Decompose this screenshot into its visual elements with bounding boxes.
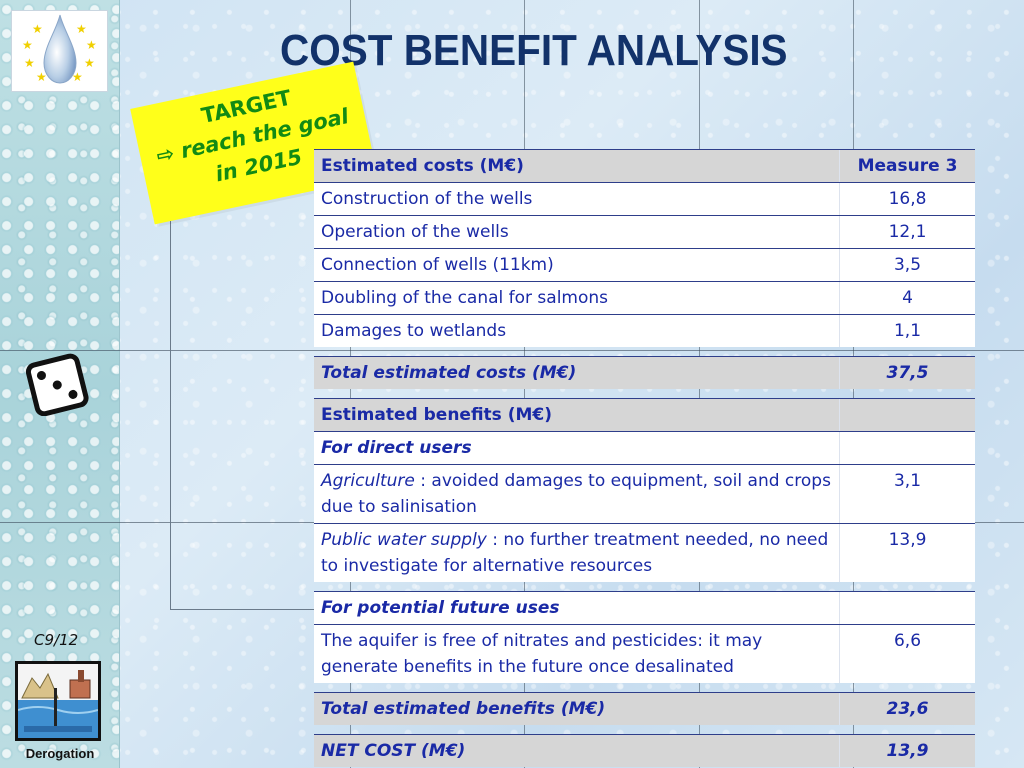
benefits-header-label: Estimated benefits (M€) xyxy=(321,405,552,425)
water-supply-text: : no further treatment needed, no need t… xyxy=(321,530,829,576)
derogation-picture xyxy=(17,664,99,738)
agriculture-term: Agriculture xyxy=(321,471,415,491)
direct-users-label: For direct users xyxy=(321,438,472,458)
svg-text:★: ★ xyxy=(36,70,47,84)
cost-value: 3,5 xyxy=(839,249,975,281)
net-cost-row: NET COST (M€) 13,9 xyxy=(314,734,975,767)
cost-value: 1,1 xyxy=(839,315,975,347)
water-supply-term: Public water supply xyxy=(321,530,487,550)
cost-value: 4 xyxy=(839,282,975,314)
net-cost-value: 13,9 xyxy=(839,735,975,767)
cost-label: Connection of wells (11km) xyxy=(321,255,554,275)
derogation-landscape-icon xyxy=(15,661,101,741)
svg-text:★: ★ xyxy=(76,22,87,36)
derogation-label: Derogation xyxy=(25,746,95,761)
table-row: Agriculture : avoided damages to equipme… xyxy=(314,464,975,523)
table-row: Doubling of the canal for salmons 4 xyxy=(314,281,975,314)
table-row: Damages to wetlands 1,1 xyxy=(314,314,975,347)
svg-text:★: ★ xyxy=(72,70,83,84)
svg-text:★: ★ xyxy=(86,38,97,52)
dice-icon xyxy=(25,353,89,416)
cost-label: Damages to wetlands xyxy=(321,321,507,341)
eu-water-logo: ★ ★ ★ ★ ★ ★ ★ ★ xyxy=(11,10,108,92)
table-row: Connection of wells (11km) 3,5 xyxy=(314,248,975,281)
water-drop-eu-stars-icon: ★ ★ ★ ★ ★ ★ ★ ★ xyxy=(22,14,97,84)
aquifer-value: 6,6 xyxy=(839,625,975,683)
agriculture-text: : avoided damages to equipment, soil and… xyxy=(321,471,831,517)
svg-text:★: ★ xyxy=(84,56,95,70)
svg-text:★: ★ xyxy=(22,38,33,52)
cost-label: Operation of the wells xyxy=(321,222,509,242)
table-row: Operation of the wells 12,1 xyxy=(314,215,975,248)
water-supply-description: Public water supply : no further treatme… xyxy=(314,524,839,582)
grid-line xyxy=(0,350,1024,351)
bracket-line xyxy=(170,195,320,610)
water-supply-value: 13,9 xyxy=(839,524,975,582)
agriculture-value: 3,1 xyxy=(839,465,975,523)
table-row: The aquifer is free of nitrates and pest… xyxy=(314,624,975,683)
total-benefits-row: Total estimated benefits (M€) 23,6 xyxy=(314,692,975,725)
total-benefits-value: 23,6 xyxy=(839,693,975,725)
future-uses-row: For potential future uses xyxy=(314,591,975,624)
page-title: COST BENEFIT ANALYSIS xyxy=(280,26,788,75)
svg-text:★: ★ xyxy=(32,22,43,36)
cost-label: Doubling of the canal for salmons xyxy=(321,288,609,308)
measure-header-label: Measure 3 xyxy=(839,150,975,182)
table-header-row: Estimated costs (M€) Measure 3 xyxy=(314,149,975,182)
total-costs-label: Total estimated costs (M€) xyxy=(321,363,577,383)
cost-value: 12,1 xyxy=(839,216,975,248)
agriculture-description: Agriculture : avoided damages to equipme… xyxy=(314,465,839,523)
cost-value: 16,8 xyxy=(839,183,975,215)
total-benefits-label: Total estimated benefits (M€) xyxy=(321,699,606,719)
slide-number: C9/12 xyxy=(34,631,79,649)
future-uses-label: For potential future uses xyxy=(321,598,560,618)
table-row: Construction of the wells 16,8 xyxy=(314,182,975,215)
total-costs-value: 37,5 xyxy=(839,357,975,389)
cost-benefit-table: Estimated costs (M€) Measure 3 Construct… xyxy=(314,149,975,767)
table-row: Public water supply : no further treatme… xyxy=(314,523,975,582)
costs-header-label: Estimated costs (M€) xyxy=(321,156,524,176)
benefits-header-row: Estimated benefits (M€) xyxy=(314,398,975,431)
direct-users-row: For direct users xyxy=(314,431,975,464)
cost-label: Construction of the wells xyxy=(321,189,533,209)
svg-text:★: ★ xyxy=(24,56,35,70)
aquifer-description: The aquifer is free of nitrates and pest… xyxy=(321,631,763,677)
total-costs-row: Total estimated costs (M€) 37,5 xyxy=(314,356,975,389)
net-cost-label: NET COST (M€) xyxy=(321,741,466,761)
